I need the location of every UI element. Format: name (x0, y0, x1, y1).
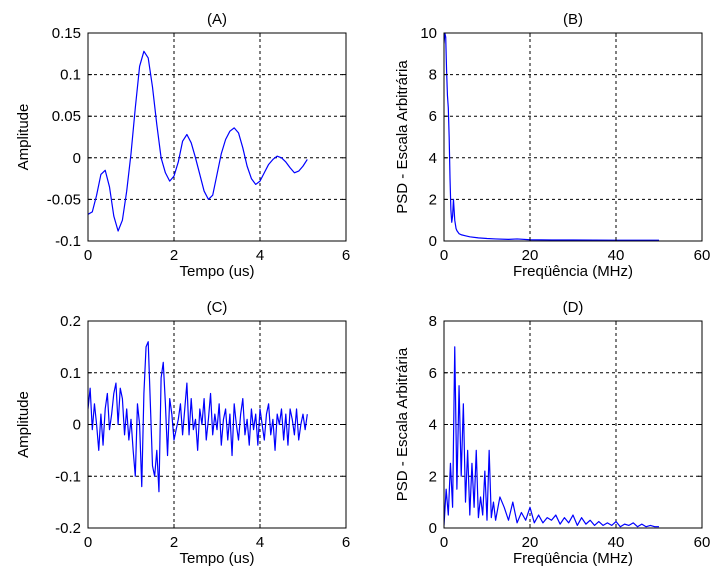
y-axis-label-a: Amplitude (15, 104, 32, 171)
plot-title-d: (D) (563, 299, 584, 316)
x-axis-label-c: Tempo (us) (179, 550, 254, 567)
x-axis-label-a: Tempo (us) (179, 263, 254, 280)
plot-c: 0 2 4 6 -0.2 -0.1 0 0.1 0.2 (C) Tempo (us) Amplitud… (15, 299, 350, 567)
data-line-b-0 (444, 33, 659, 241)
y-tick-label-c: -0.2 (55, 520, 81, 537)
y-tick-label-c: 0 (73, 417, 81, 434)
x-tick-label-a: 6 (342, 247, 350, 264)
y-tick-label-d: 2 (429, 468, 437, 485)
y-tick-label-a: 0.1 (60, 67, 81, 84)
x-tick-label-a: 2 (170, 247, 178, 264)
y-tick-label-c: -0.1 (55, 468, 81, 485)
x-tick-label-b: 40 (608, 247, 625, 264)
y-tick-label-d: 0 (429, 520, 437, 537)
x-tick-label-c: 2 (170, 534, 178, 551)
y-tick-label-b: 0 (429, 233, 437, 250)
y-tick-label-c: 0.1 (60, 365, 81, 382)
y-tick-label-b: 10 (420, 25, 437, 42)
plot-a: 0 2 4 6 -0.1 -0.05 0 0.05 0.1 0.15 (A) Tempo (us) Am… (15, 11, 350, 280)
x-tick-label-b: 60 (694, 247, 711, 264)
y-tick-label-d: 4 (429, 417, 437, 434)
x-tick-label-d: 40 (608, 534, 625, 551)
x-tick-label-b: 0 (440, 247, 448, 264)
x-tick-label-d: 0 (440, 534, 448, 551)
y-tick-label-d: 8 (429, 313, 437, 330)
y-tick-label-a: -0.1 (55, 233, 81, 250)
plot-b: 0 20 40 60 0 2 4 6 8 10 (B) Freqüência (MHz) PSD - E… (394, 11, 710, 280)
y-tick-label-a: 0.05 (52, 108, 81, 125)
data-line-d-0 (444, 346, 659, 528)
y-axis-label-b: PSD - Escala Arbitrária (394, 60, 411, 214)
y-tick-label-a: 0.15 (52, 25, 81, 42)
y-tick-label-a: -0.05 (47, 191, 81, 208)
plot-title-a: (A) (207, 11, 227, 28)
axes-frame-b (443, 32, 703, 242)
x-tick-label-d: 60 (694, 534, 711, 551)
x-tick-label-b: 20 (522, 247, 539, 264)
y-axis-label-c: Amplitude (15, 391, 32, 458)
y-tick-label-d: 6 (429, 365, 437, 382)
y-tick-label-a: 0 (73, 150, 81, 167)
y-tick-label-b: 4 (429, 150, 437, 167)
x-axis-label-d: Freqüência (MHz) (513, 550, 633, 567)
x-tick-label-a: 0 (84, 247, 92, 264)
axes-background-b (444, 33, 702, 241)
y-tick-label-b: 2 (429, 191, 437, 208)
x-tick-label-d: 20 (522, 534, 539, 551)
y-tick-label-b: 8 (429, 67, 437, 84)
data-line-a-0 (88, 50, 308, 232)
plot-title-b: (B) (563, 11, 583, 28)
plot-title-c: (C) (207, 299, 228, 316)
axes-frame-a (87, 32, 347, 242)
y-tick-label-b: 6 (429, 108, 437, 125)
x-tick-label-c: 6 (342, 534, 350, 551)
x-tick-label-c: 0 (84, 534, 92, 551)
x-tick-label-a: 4 (256, 247, 264, 264)
axes-background-a (88, 33, 346, 241)
x-axis-label-b: Freqüência (MHz) (513, 263, 633, 280)
y-axis-label-d: PSD - Escala Arbitrária (394, 347, 411, 501)
x-tick-label-c: 4 (256, 534, 264, 551)
plot-d: 0 20 40 60 0 2 4 6 8 (D) Freqüência (MHz) PSD - Esc… (394, 299, 710, 567)
data-line-c-0 (88, 341, 308, 493)
y-tick-label-c: 0.2 (60, 313, 81, 330)
